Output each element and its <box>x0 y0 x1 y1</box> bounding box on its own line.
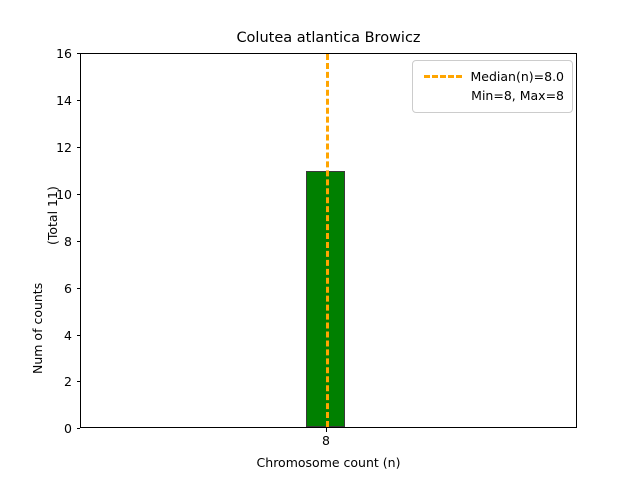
bar-8 <box>306 170 345 427</box>
legend: Median(n)=8.0 Min=8, Max=8 <box>412 60 573 113</box>
y-tick-mark-2 <box>76 381 80 383</box>
y-axis-label: Num of counts <box>30 282 45 374</box>
y-tick-label-8: 8 <box>64 233 72 249</box>
y-tick-mark-16 <box>76 53 80 54</box>
y-tick-label-16: 16 <box>56 46 72 61</box>
y-tick-mark-6 <box>76 287 80 289</box>
median-line <box>326 54 329 427</box>
y-tick-label-10: 10 <box>56 186 72 202</box>
y-axis-label-total: (Total 11) <box>45 186 60 245</box>
y-tick-mark-12 <box>76 146 80 148</box>
legend-item-median: Median(n)=8.0 <box>421 67 564 86</box>
chart-title: Colutea atlantica Browicz <box>236 30 421 46</box>
y-tick-mark-14 <box>76 99 80 101</box>
y-tick-label-2: 2 <box>64 374 72 390</box>
y-tick-label-14: 14 <box>56 92 72 108</box>
dashed-line-icon <box>423 75 462 78</box>
x-axis-label: Chromosome count (n) <box>256 455 401 470</box>
y-tick-label-12: 12 <box>56 139 72 155</box>
x-tick-mark-8 <box>326 428 327 432</box>
legend-label-median: Median(n)=8.0 <box>470 69 565 84</box>
x-tick-label-8: 8 <box>322 433 330 448</box>
y-tick-mark-8 <box>76 240 80 242</box>
legend-label-minmax: Min=8, Max=8 <box>471 88 564 103</box>
plot-area <box>80 53 577 428</box>
legend-item-minmax: Min=8, Max=8 <box>421 86 564 105</box>
y-tick-label-4: 4 <box>64 327 72 343</box>
y-tick-mark-10 <box>76 193 80 195</box>
y-tick-mark-0 <box>76 428 80 430</box>
y-tick-label-6: 6 <box>64 280 72 296</box>
y-tick-label-0: 0 <box>64 421 72 437</box>
y-tick-mark-4 <box>76 334 80 336</box>
plot-inner <box>81 54 576 427</box>
